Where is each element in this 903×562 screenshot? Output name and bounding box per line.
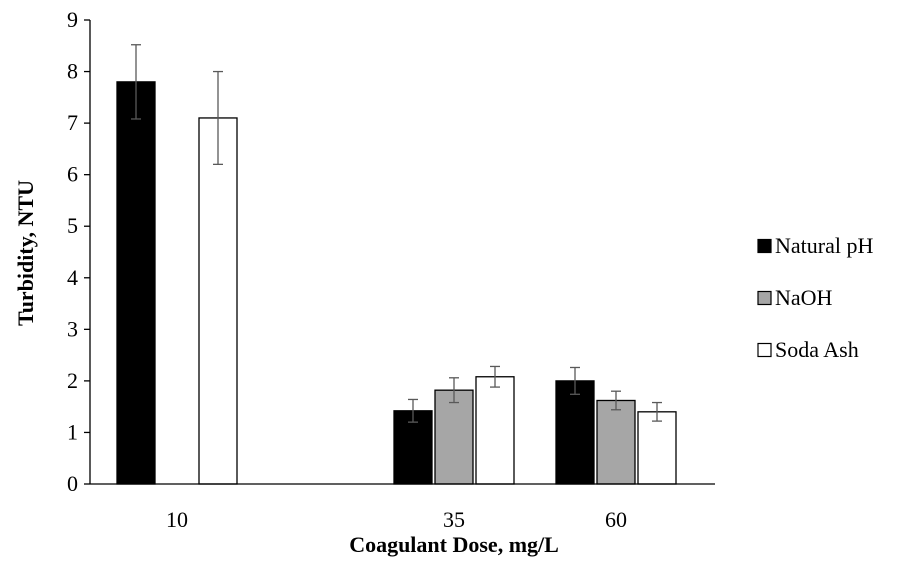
bar	[555, 380, 595, 485]
y-tick-label: 0	[67, 471, 78, 496]
x-axis-title: Coagulant Dose, mg/L	[349, 532, 559, 557]
y-tick-label: 7	[67, 110, 78, 135]
bar	[116, 81, 156, 485]
y-tick-label: 2	[67, 368, 78, 393]
y-tick-label: 5	[67, 213, 78, 238]
error-bars-layer	[131, 44, 662, 423]
bar	[596, 399, 636, 485]
legend-label: Natural pH	[775, 233, 873, 258]
y-tick-label: 8	[67, 59, 78, 84]
bar	[434, 389, 474, 485]
legend-swatch	[757, 342, 772, 358]
legend-label: Soda Ash	[775, 337, 859, 362]
y-tick-label: 4	[67, 265, 78, 290]
bars-layer	[116, 81, 677, 485]
x-tick-label: 10	[166, 507, 188, 532]
y-axis-title: Turbidity, NTU	[13, 180, 38, 326]
bar	[475, 376, 515, 485]
legend-label: NaOH	[775, 285, 833, 310]
y-tick-label: 3	[67, 316, 78, 341]
bar	[393, 410, 433, 485]
bar	[198, 117, 238, 485]
y-tick-label: 1	[67, 419, 78, 444]
legend-swatch	[757, 290, 772, 306]
legend-swatch	[757, 238, 772, 254]
y-tick-label: 6	[67, 162, 78, 187]
x-tick-label: 35	[443, 507, 465, 532]
y-tick-label: 9	[67, 7, 78, 32]
x-tick-label: 60	[605, 507, 627, 532]
axes-layer: 0 1 2 3 4 5 6 7 8 9 10 35 60	[67, 7, 715, 532]
bar	[637, 411, 677, 485]
legend: Natural pH NaOH Soda Ash	[757, 233, 873, 362]
